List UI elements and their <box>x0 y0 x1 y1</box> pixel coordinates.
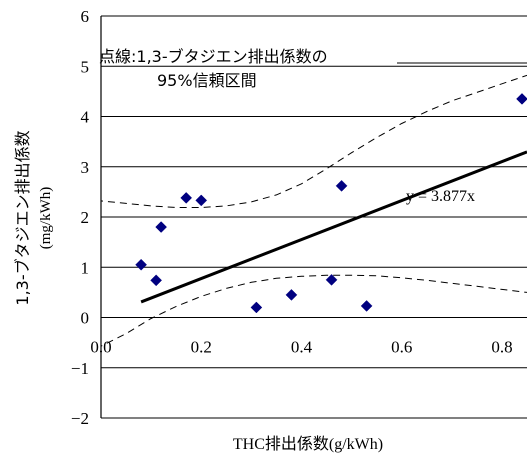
data-points <box>135 93 527 314</box>
data-point <box>360 300 373 312</box>
annotation-line-1: 点線:1,3-ブタジエン排出係数の <box>99 47 328 66</box>
regression-line-segment <box>140 150 527 304</box>
x-tick-label: 0.6 <box>391 338 412 357</box>
confidence-upper-curve <box>101 74 527 208</box>
data-point <box>195 194 208 207</box>
x-axis-title: THC排出係数(g/kWh) <box>233 435 383 453</box>
y-tick-label: 3 <box>81 158 90 177</box>
confidence-band <box>101 74 527 347</box>
gridlines <box>101 15 527 419</box>
x-tick-label: 0.0 <box>90 338 111 357</box>
data-point <box>135 258 147 271</box>
y-axis-title-line-2: (mg/kWh) <box>38 187 54 249</box>
regression-equation: y = 3.877x <box>406 188 475 205</box>
data-point <box>516 93 527 105</box>
x-tick-label: 0.2 <box>191 338 212 357</box>
y-tick-label: 2 <box>81 208 90 227</box>
data-point <box>285 289 298 301</box>
y-tick-label: 5 <box>81 57 90 76</box>
x-tick-label: 0.8 <box>491 338 512 357</box>
data-point <box>250 301 263 314</box>
annotation-line-2: 95%信頼区間 <box>157 71 257 90</box>
y-tick-label: −2 <box>71 409 89 428</box>
data-point <box>335 179 348 192</box>
x-tick-label: 0.4 <box>291 338 313 357</box>
y-tick-label: 6 <box>81 7 90 26</box>
y-axis-title-line-1: 1,3-ブタジエン排出係数 <box>13 130 32 305</box>
confidence-lower-curve <box>101 274 527 347</box>
y-tick-label: −1 <box>71 359 89 378</box>
data-point <box>155 221 167 233</box>
regression-line <box>140 150 527 304</box>
data-point <box>325 273 338 286</box>
data-point <box>150 274 162 287</box>
y-tick-label: 4 <box>81 108 90 127</box>
y-tick-label: 0 <box>81 309 90 328</box>
tick-labels: −2 −1 0 1 2 3 4 5 6 0.0 0.2 0.4 0.6 0.8 <box>71 7 513 428</box>
y-tick-label: 1 <box>81 258 90 277</box>
data-point <box>180 192 193 204</box>
